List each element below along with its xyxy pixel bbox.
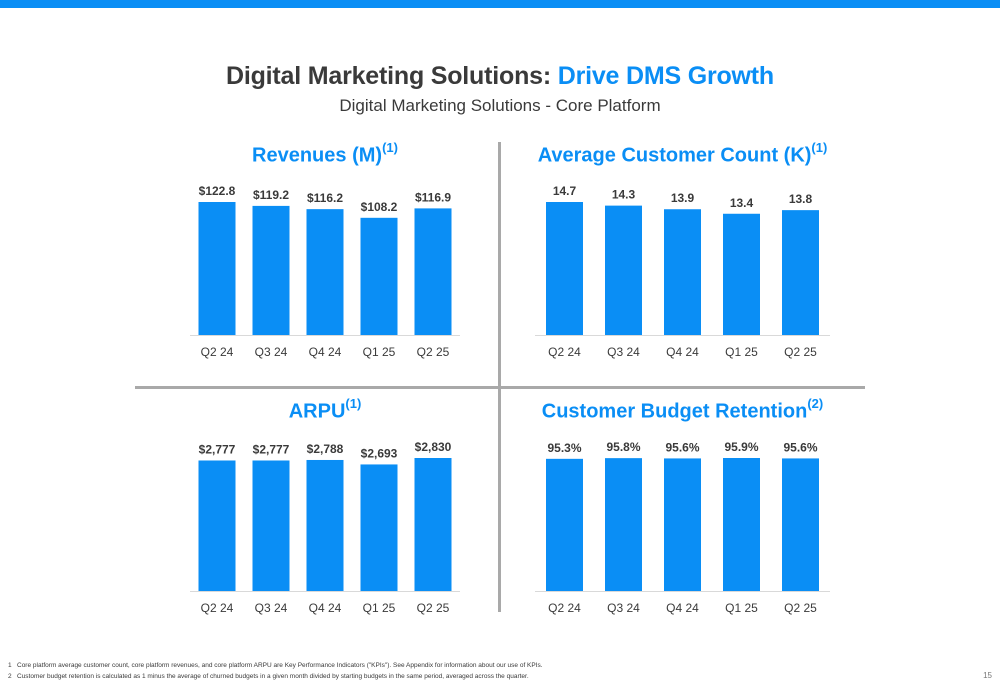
data-label: 13.4 — [730, 196, 754, 210]
bar — [198, 202, 236, 335]
x-tick-label: Q2 24 — [548, 601, 581, 615]
customer-count-panel: Average Customer Count (K)(1) 14.7 Q2 24 1… — [535, 140, 830, 380]
footnote-1-number: 1 — [8, 662, 12, 669]
x-tick-label: Q3 24 — [607, 345, 640, 359]
bar — [546, 458, 583, 591]
retention-title-text: Customer Budget Retention — [541, 400, 808, 423]
data-label: $119.2 — [253, 188, 289, 202]
x-tick-label: Q3 24 — [255, 601, 288, 615]
bar — [414, 458, 452, 591]
footnotes: 1 Core platform average customer count, c… — [8, 660, 543, 682]
customer-count-chart: 14.7 Q2 24 14.3 Q3 24 13.9 Q4 24 13.4 Q1 25 13.8… — [535, 184, 830, 359]
bar — [664, 209, 701, 335]
revenues-title-footnote: (1) — [382, 140, 398, 155]
revenues-chart: $122.8 Q2 24 $119.2 Q3 24 $116.2 Q4 24 $108.2 Q… — [190, 184, 460, 359]
data-label: $2,788 — [307, 442, 344, 456]
horizontal-divider — [135, 386, 865, 389]
bar — [782, 210, 819, 335]
customer-count-title-text: Average Customer Count (K) — [537, 144, 812, 167]
footnote-2-text: Customer budget retention is calculated … — [17, 673, 529, 680]
top-accent-bar — [0, 0, 1000, 8]
data-label: 95.9% — [724, 440, 758, 454]
x-tick-label: Q2 25 — [784, 601, 817, 615]
x-tick-label: Q4 24 — [666, 345, 699, 359]
x-tick-label: Q1 25 — [725, 601, 758, 615]
bar — [252, 205, 290, 335]
data-label: $2,693 — [361, 446, 398, 460]
bar — [546, 202, 583, 335]
vertical-divider — [498, 142, 501, 612]
data-label: 13.8 — [789, 192, 813, 206]
data-label: 13.9 — [671, 191, 695, 205]
bar — [198, 460, 236, 591]
x-tick-label: Q2 24 — [201, 601, 234, 615]
x-tick-label: Q4 24 — [666, 601, 699, 615]
bar — [306, 459, 344, 591]
data-label: 95.6% — [783, 440, 817, 454]
bar — [414, 208, 452, 335]
bar — [723, 213, 760, 335]
arpu-title: ARPU(1) — [190, 396, 460, 424]
bar — [360, 217, 398, 335]
retention-title-footnote: (2) — [807, 396, 824, 411]
x-tick-label: Q2 24 — [201, 345, 234, 359]
x-tick-label: Q1 25 — [363, 601, 396, 615]
retention-title: Customer Budget Retention(2) — [535, 396, 830, 424]
retention-panel: Customer Budget Retention(2) 95.3% Q2 24 9… — [535, 396, 830, 636]
data-label: $108.2 — [361, 200, 398, 214]
data-label: $122.8 — [199, 184, 236, 198]
page-title: Digital Marketing Solutions: Drive DMS G… — [0, 62, 1000, 91]
data-label: 95.6% — [665, 440, 699, 454]
data-label: $2,777 — [253, 442, 290, 456]
x-tick-label: Q4 24 — [309, 345, 342, 359]
title-main: Digital Marketing Solutions: — [226, 62, 558, 90]
page-subtitle: Digital Marketing Solutions - Core Platf… — [339, 96, 661, 115]
bar — [782, 458, 819, 591]
footnote-1-text: Core platform average customer count, co… — [17, 662, 543, 669]
footnote-2-number: 2 — [8, 673, 12, 680]
x-tick-label: Q2 25 — [417, 345, 450, 359]
data-label: 95.3% — [547, 441, 581, 455]
arpu-title-footnote: (1) — [345, 396, 362, 411]
bar — [306, 209, 344, 335]
bar — [723, 458, 760, 591]
data-label: 95.8% — [606, 440, 640, 454]
data-label: 14.7 — [553, 184, 577, 198]
x-tick-label: Q1 25 — [363, 345, 396, 359]
arpu-panel: ARPU(1) $2,777 Q2 24 $2,777 Q3 24 $2,788 Q4 2… — [190, 396, 460, 636]
data-label: $116.2 — [307, 191, 343, 205]
x-tick-label: Q3 24 — [607, 601, 640, 615]
revenues-panel: Revenues (M)(1) $122.8 Q2 24 $119.2 Q3 24 $1… — [190, 140, 460, 380]
data-label: $2,777 — [199, 442, 236, 456]
arpu-title-text: ARPU — [288, 400, 346, 423]
bar — [605, 205, 642, 335]
data-label: $116.9 — [415, 190, 451, 204]
footnote-2: 2 Customer budget retention is calculated… — [8, 671, 543, 682]
bar — [664, 458, 701, 591]
x-tick-label: Q2 24 — [548, 345, 581, 359]
x-tick-label: Q2 25 — [784, 345, 817, 359]
bar — [605, 458, 642, 591]
bar — [360, 464, 398, 591]
customer-count-title-footnote: (1) — [811, 140, 828, 155]
retention-chart: 95.3% Q2 24 95.8% Q3 24 95.6% Q4 24 95.9% Q1 25… — [535, 440, 830, 615]
revenues-title: Revenues (M)(1) — [190, 140, 460, 168]
footnote-1: 1 Core platform average customer count, c… — [8, 660, 543, 671]
page-number: 15 — [983, 671, 992, 680]
title-accent: Drive DMS Growth — [557, 62, 774, 90]
customer-count-title: Average Customer Count (K)(1) — [535, 140, 830, 168]
revenues-title-text: Revenues (M) — [252, 144, 383, 167]
arpu-chart: $2,777 Q2 24 $2,777 Q3 24 $2,788 Q4 24 $2,693 Q… — [190, 440, 460, 615]
bar — [252, 460, 290, 591]
x-tick-label: Q1 25 — [725, 345, 758, 359]
x-tick-label: Q3 24 — [255, 345, 288, 359]
x-tick-label: Q2 25 — [417, 601, 450, 615]
data-label: $2,830 — [415, 440, 452, 454]
data-label: 14.3 — [612, 188, 636, 202]
x-tick-label: Q4 24 — [309, 601, 342, 615]
